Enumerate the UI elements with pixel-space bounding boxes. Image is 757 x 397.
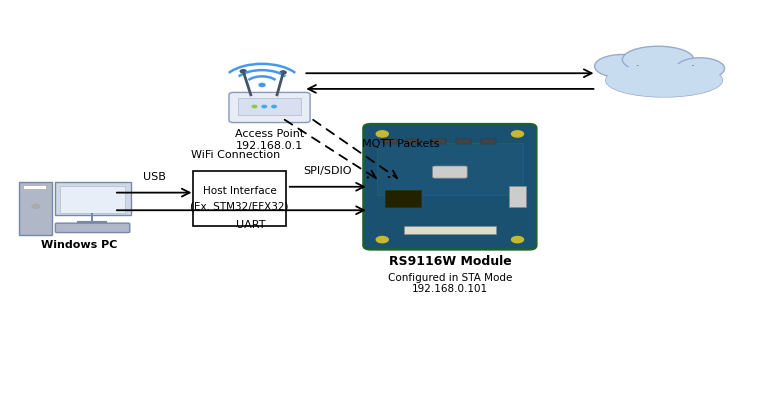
FancyBboxPatch shape <box>60 186 124 213</box>
Circle shape <box>376 131 388 137</box>
Ellipse shape <box>606 64 722 97</box>
Text: 192.168.0.101: 192.168.0.101 <box>412 284 488 294</box>
Circle shape <box>512 237 524 243</box>
Circle shape <box>32 204 39 208</box>
FancyBboxPatch shape <box>229 93 310 123</box>
FancyBboxPatch shape <box>238 98 301 115</box>
Circle shape <box>252 105 257 108</box>
Text: Access Point: Access Point <box>235 129 304 139</box>
Text: USB: USB <box>143 172 166 182</box>
FancyBboxPatch shape <box>382 139 397 144</box>
Circle shape <box>376 237 388 243</box>
Text: AWS Cloud: AWS Cloud <box>634 65 694 75</box>
Text: Services: Services <box>640 77 687 87</box>
FancyBboxPatch shape <box>20 182 52 235</box>
FancyBboxPatch shape <box>431 139 446 144</box>
FancyBboxPatch shape <box>481 139 496 144</box>
Circle shape <box>280 71 286 74</box>
FancyBboxPatch shape <box>385 190 422 207</box>
Text: (Ex. STM32/EFX32): (Ex. STM32/EFX32) <box>190 201 288 211</box>
FancyBboxPatch shape <box>23 185 45 189</box>
Text: Host Interface: Host Interface <box>203 186 276 196</box>
Circle shape <box>240 70 246 73</box>
Ellipse shape <box>622 46 693 73</box>
FancyBboxPatch shape <box>509 186 526 207</box>
Text: Windows PC: Windows PC <box>41 241 117 251</box>
Circle shape <box>262 105 266 108</box>
FancyBboxPatch shape <box>456 139 471 144</box>
Text: WiFi Connection: WiFi Connection <box>191 150 280 160</box>
Text: RS9116W Module: RS9116W Module <box>388 254 511 268</box>
FancyBboxPatch shape <box>55 223 129 233</box>
FancyBboxPatch shape <box>55 182 130 215</box>
Text: SPI/SDIO: SPI/SDIO <box>303 166 352 176</box>
FancyBboxPatch shape <box>363 124 536 249</box>
Ellipse shape <box>676 58 724 79</box>
Ellipse shape <box>594 54 651 78</box>
FancyBboxPatch shape <box>404 226 496 234</box>
FancyBboxPatch shape <box>432 166 467 178</box>
Circle shape <box>259 83 265 87</box>
Circle shape <box>272 105 276 108</box>
Text: Configured in STA Mode: Configured in STA Mode <box>388 273 512 283</box>
FancyBboxPatch shape <box>407 139 422 144</box>
FancyBboxPatch shape <box>192 171 286 226</box>
Text: UART: UART <box>236 220 266 230</box>
FancyBboxPatch shape <box>377 143 523 195</box>
Text: MQTT Packets: MQTT Packets <box>363 139 440 149</box>
Text: 192.168.0.1: 192.168.0.1 <box>236 141 303 150</box>
Circle shape <box>512 131 524 137</box>
Ellipse shape <box>606 64 722 97</box>
